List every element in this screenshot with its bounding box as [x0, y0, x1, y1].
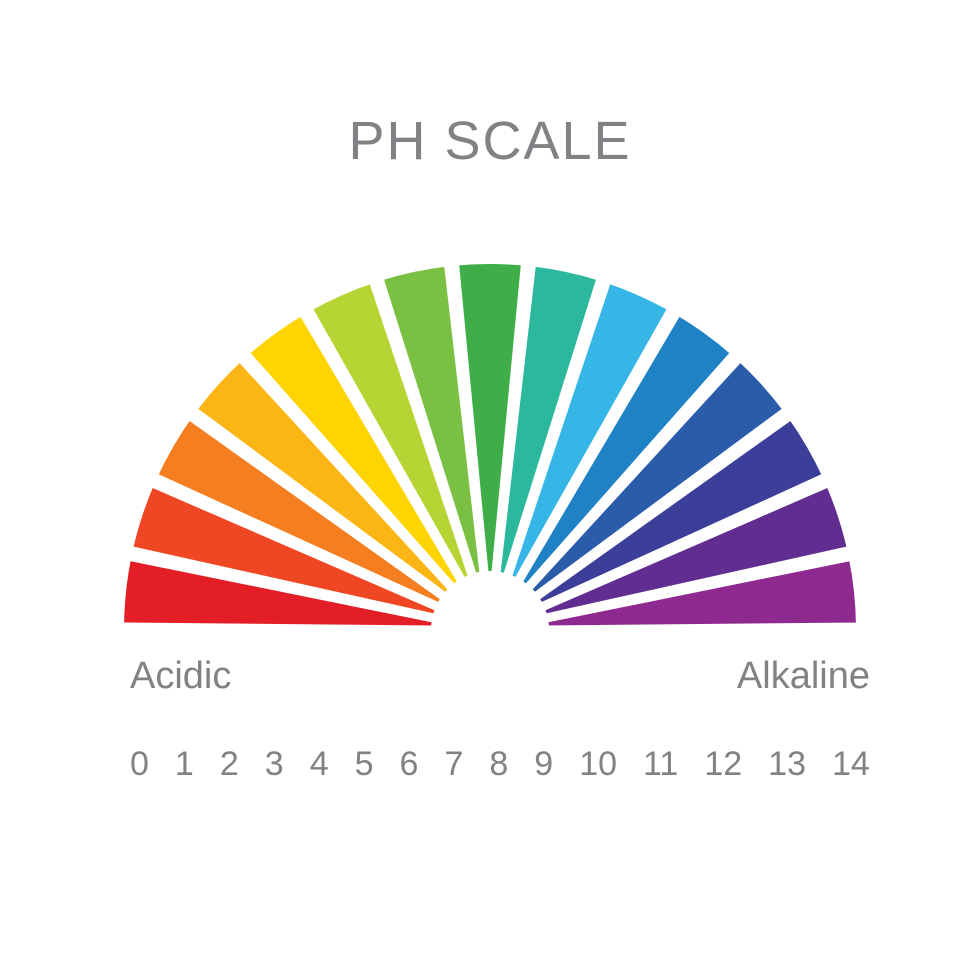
alkaline-label: Alkaline	[737, 655, 870, 698]
ph-number-7: 7	[444, 745, 463, 784]
ph-number-13: 13	[768, 745, 806, 784]
ph-number-6: 6	[400, 745, 419, 784]
ph-number-5: 5	[355, 745, 374, 784]
ph-number-11: 11	[643, 745, 678, 784]
ph-number-2: 2	[220, 745, 239, 784]
ph-number-0: 0	[130, 745, 149, 784]
ph-number-10: 10	[579, 745, 617, 784]
ph-number-8: 8	[489, 745, 508, 784]
ph-number-scale: 01234567891011121314	[130, 745, 870, 784]
ph-number-4: 4	[310, 745, 329, 784]
chart-title: PH SCALE	[0, 110, 980, 172]
ph-gauge	[120, 260, 860, 630]
ph-number-9: 9	[534, 745, 553, 784]
ph-number-12: 12	[704, 745, 742, 784]
axis-labels: Acidic Alkaline	[130, 655, 870, 698]
acidic-label: Acidic	[130, 655, 231, 698]
ph-number-1: 1	[175, 745, 194, 784]
ph-number-3: 3	[265, 745, 284, 784]
ph-number-14: 14	[832, 745, 870, 784]
